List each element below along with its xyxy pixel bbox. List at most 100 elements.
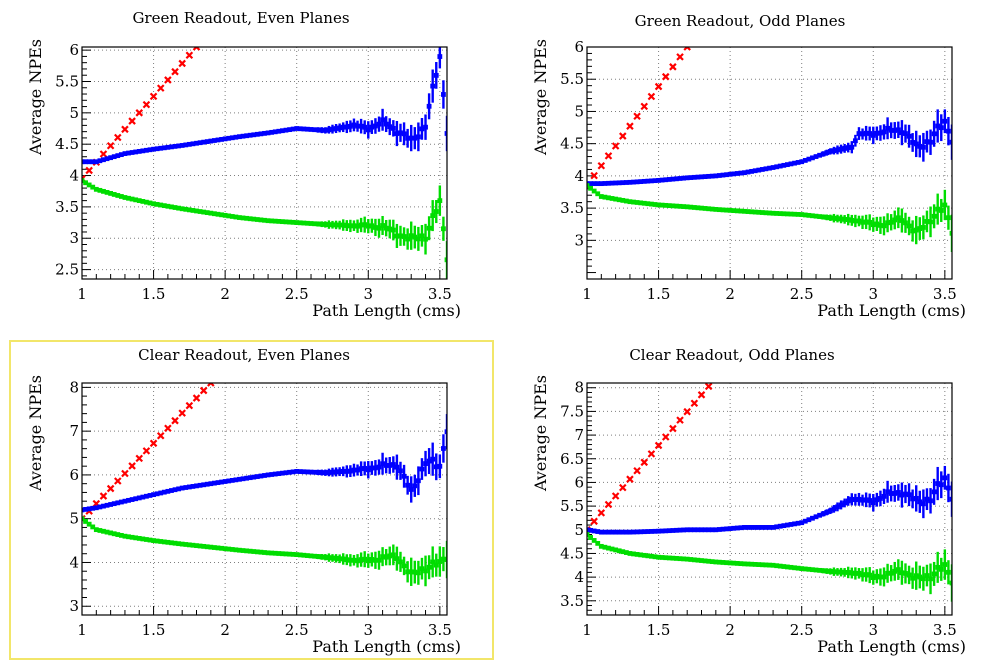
y-axis-label: Average NPEs xyxy=(26,39,45,156)
data-point xyxy=(881,129,887,135)
data-point xyxy=(212,545,217,550)
data-point xyxy=(176,205,182,211)
data-point xyxy=(626,122,634,130)
data-point xyxy=(186,484,192,490)
data-point xyxy=(179,143,185,148)
data-point xyxy=(802,518,808,524)
data-point xyxy=(917,143,923,149)
data-point xyxy=(756,209,762,215)
data-point xyxy=(126,497,131,503)
data-point xyxy=(176,143,182,149)
data-point xyxy=(185,51,194,60)
data-point xyxy=(591,188,597,194)
data-point xyxy=(333,222,339,228)
data-point xyxy=(677,527,683,533)
data-point xyxy=(677,203,683,209)
data-point xyxy=(695,557,701,563)
data-point xyxy=(588,181,593,187)
plot-frame xyxy=(586,382,953,616)
data-point xyxy=(920,501,926,507)
x-tick-label: 1.5 xyxy=(647,285,671,303)
data-point xyxy=(717,527,722,532)
data-point xyxy=(408,487,414,492)
data-point xyxy=(606,195,611,201)
data-point xyxy=(620,197,626,203)
data-point xyxy=(133,197,139,203)
data-point xyxy=(229,547,235,552)
data-point xyxy=(269,472,275,477)
data-point xyxy=(690,399,699,408)
data-point xyxy=(333,469,339,475)
data-point xyxy=(903,571,908,576)
data-point xyxy=(813,154,819,159)
data-point xyxy=(322,470,328,476)
x-tick-label: 3 xyxy=(869,621,879,639)
data-point xyxy=(831,148,837,154)
data-point xyxy=(258,217,264,223)
data-point xyxy=(204,544,210,550)
data-point xyxy=(151,201,156,207)
data-point xyxy=(595,181,601,187)
data-point xyxy=(806,517,812,523)
x-tick-label: 2 xyxy=(220,285,230,303)
data-point xyxy=(265,472,271,478)
data-point xyxy=(412,135,418,141)
data-point xyxy=(606,529,611,535)
data-point xyxy=(852,138,858,144)
data-point xyxy=(104,156,110,162)
data-point xyxy=(881,574,887,580)
data-point xyxy=(122,533,128,539)
data-point xyxy=(326,127,332,133)
data-point xyxy=(340,556,346,562)
data-point xyxy=(745,209,751,214)
data-point xyxy=(344,124,350,130)
data-point xyxy=(183,206,189,212)
data-point xyxy=(590,517,598,526)
data-point xyxy=(154,201,160,207)
data-point xyxy=(358,557,364,563)
data-point xyxy=(115,193,121,198)
data-point xyxy=(412,569,418,575)
plot-frame xyxy=(81,382,448,616)
data-point xyxy=(613,547,619,553)
y-tick-label: 4 xyxy=(69,553,79,571)
data-point xyxy=(394,556,400,562)
data-point xyxy=(151,492,156,498)
data-point xyxy=(83,519,88,524)
data-point xyxy=(344,557,350,563)
data-point xyxy=(208,481,214,487)
data-point xyxy=(322,127,328,133)
data-point xyxy=(849,144,855,150)
data-point xyxy=(169,204,174,210)
data-point xyxy=(917,499,923,505)
y-tick-label: 4.5 xyxy=(560,544,584,562)
data-point xyxy=(237,134,242,140)
data-point xyxy=(638,200,644,206)
data-point xyxy=(126,150,131,156)
data-point xyxy=(136,535,142,541)
data-point xyxy=(591,181,597,187)
data-point xyxy=(104,529,110,535)
data-point xyxy=(111,192,117,197)
x-tick-label: 3.5 xyxy=(933,285,957,303)
data-point xyxy=(158,202,164,208)
data-point xyxy=(659,202,665,208)
data-point xyxy=(949,496,952,502)
data-point xyxy=(201,209,207,215)
data-point xyxy=(683,407,691,416)
data-point xyxy=(355,558,360,564)
data-point xyxy=(709,206,715,212)
data-point xyxy=(792,521,797,527)
series-blue-points xyxy=(82,414,447,513)
data-point xyxy=(344,223,350,228)
data-point xyxy=(770,562,776,568)
data-point xyxy=(408,569,414,575)
data-point xyxy=(946,128,951,134)
data-point xyxy=(179,206,185,212)
data-point xyxy=(720,526,726,532)
data-point xyxy=(136,149,142,154)
chart-title: Clear Readout, Odd Planes xyxy=(629,346,834,364)
data-point xyxy=(190,208,196,213)
y-tick-label: 8 xyxy=(574,379,584,397)
data-point xyxy=(423,124,428,130)
